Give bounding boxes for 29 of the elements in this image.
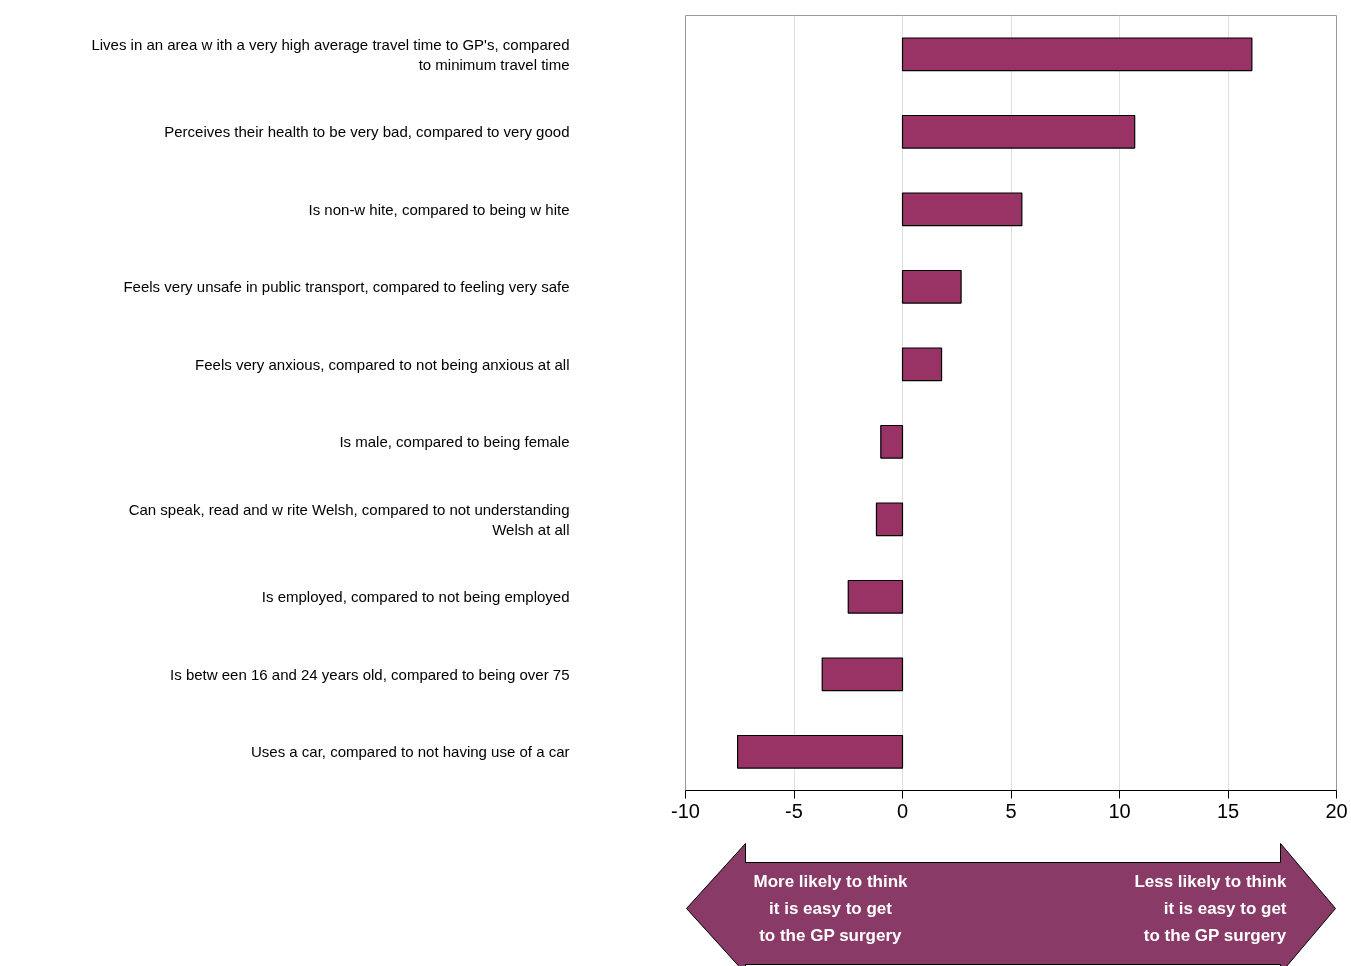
y-tick-label: Feels very anxious, compared to not being anxious at all bbox=[195, 355, 570, 373]
x-tick-label: -10 bbox=[671, 799, 700, 822]
x-tick-label: 10 bbox=[1108, 799, 1131, 822]
x-tick-label: 15 bbox=[1216, 799, 1240, 822]
bar bbox=[901, 347, 943, 382]
bar bbox=[901, 37, 1253, 72]
bar bbox=[875, 502, 904, 537]
y-tick-label: Lives in an area w ith a very high average travel time to GP's, compared to minimum travel time bbox=[91, 35, 570, 73]
x-tick-label: -5 bbox=[785, 799, 803, 822]
y-tick-label: Can speak, read and w rite Welsh, compared to not understanding Welsh at all bbox=[128, 500, 570, 538]
bar bbox=[821, 657, 904, 692]
y-tick-label: Is employed, compared to not being employed bbox=[261, 588, 570, 606]
y-tick-label: Uses a car, compared to not having use of a car bbox=[250, 743, 570, 761]
bar bbox=[901, 269, 962, 304]
bar bbox=[736, 734, 904, 769]
text: More likely to think it is easy to get to the GP surgery bbox=[753, 872, 909, 945]
x-tick-label: 5 bbox=[1005, 799, 1017, 822]
y-tick-label: Is non-w hite, compared to being w hite bbox=[308, 200, 570, 218]
bar bbox=[901, 114, 1136, 149]
x-tick-label: 20 bbox=[1325, 799, 1348, 822]
y-tick-label: Feels very unsafe in public transport, compared to feeling very safe bbox=[123, 278, 570, 296]
bar bbox=[847, 579, 904, 614]
y-tick-label: Is male, compared to being female bbox=[339, 433, 570, 451]
bar bbox=[880, 424, 904, 459]
text: Less likely to think it is easy to get to the GP surgery bbox=[1134, 872, 1288, 945]
y-tick-label: Perceives their health to be very bad, compared to very good bbox=[164, 123, 570, 141]
x-tick-label: 0 bbox=[896, 799, 909, 822]
y-tick-label: Is betw een 16 and 24 years old, compared to being over 75 bbox=[170, 665, 570, 683]
bar bbox=[901, 192, 1023, 227]
